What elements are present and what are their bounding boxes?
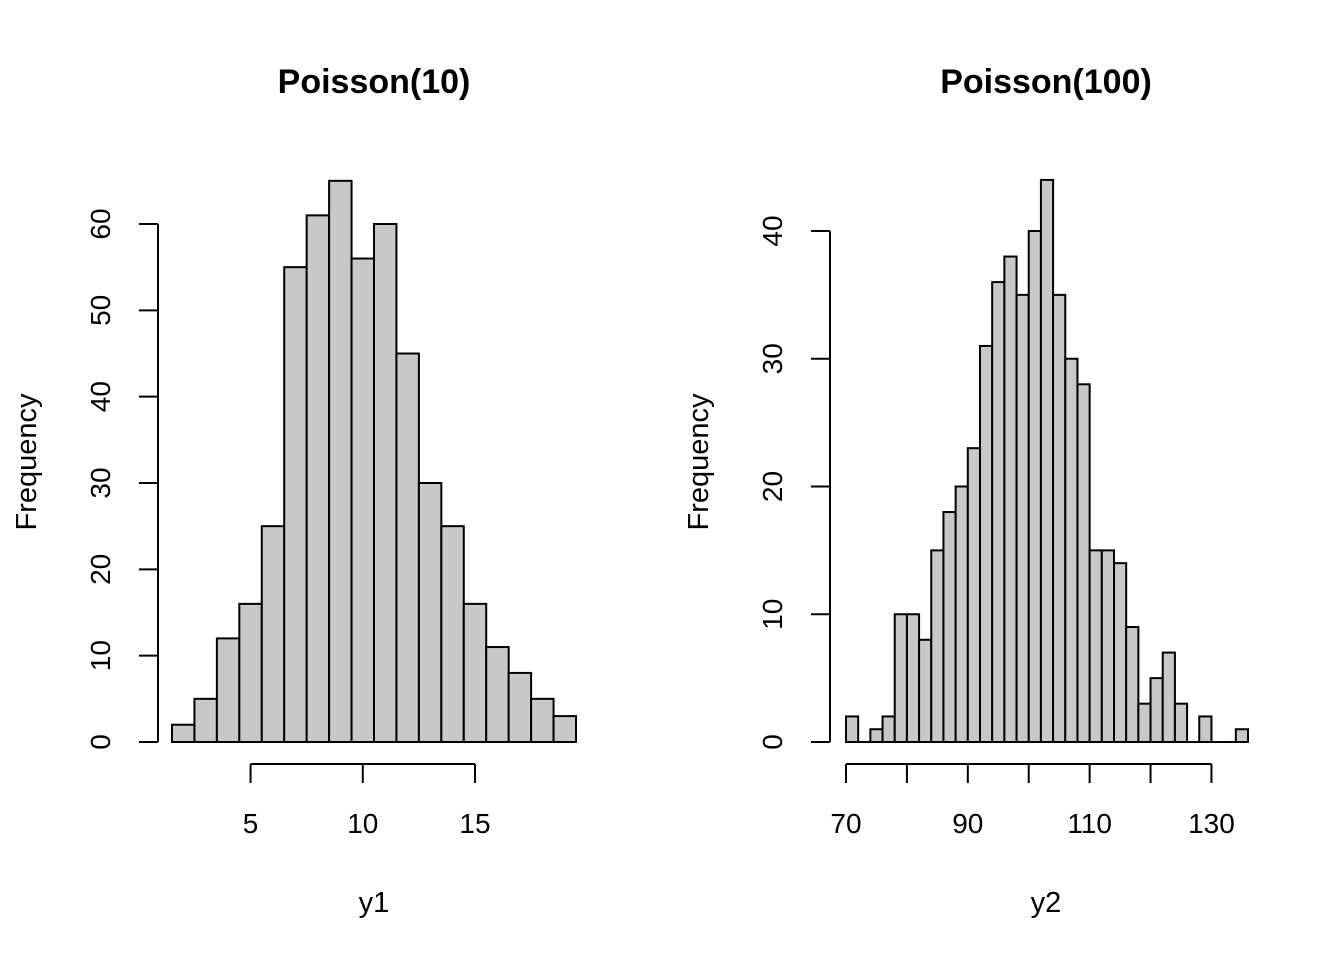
histogram-bar — [1076, 383, 1091, 743]
histogram-bar — [1234, 728, 1250, 743]
histogram-bar — [1088, 549, 1103, 743]
x-axis: 5 10 15 — [243, 763, 491, 839]
histogram-bar — [1113, 562, 1128, 744]
histogram-bar — [193, 697, 218, 743]
histogram-bar — [440, 525, 465, 744]
histogram-bar — [1137, 702, 1152, 743]
histogram-bar — [1027, 230, 1042, 743]
histogram-panel-poisson-10: Poisson(10) y1 Frequency 5 10 15 0 10 20 30 40… — [11, 63, 577, 919]
histogram-bar — [918, 638, 933, 743]
x-tick-label: 15 — [459, 808, 490, 839]
histogram-bar — [1064, 357, 1079, 743]
histogram-bar — [979, 344, 994, 743]
y-tick-label: 10 — [757, 599, 788, 630]
y-tick-label: 0 — [85, 734, 116, 750]
histogram-bar — [881, 715, 896, 744]
histogram-bar — [530, 697, 555, 743]
histogram-bar — [942, 511, 957, 743]
histogram-bar — [845, 715, 860, 744]
histogram-bar — [1003, 255, 1018, 743]
histogram-bar — [1100, 549, 1116, 743]
histogram-bar — [1198, 715, 1213, 744]
y-tick-label: 0 — [757, 734, 788, 750]
histogram-bar — [1125, 626, 1140, 744]
y-axis: 0 10 20 30 40 50 60 — [85, 208, 159, 750]
x-tick-label: 5 — [243, 808, 259, 839]
y-tick-label: 40 — [85, 381, 116, 412]
histogram-bar — [966, 447, 981, 743]
histogram-bar — [869, 728, 884, 743]
histogram-bar — [930, 549, 945, 743]
histogram-panel-poisson-100: Poisson(100) y2 Frequency 70 90 110 130 0 10… — [683, 63, 1250, 919]
y-tick-label: 50 — [85, 295, 116, 326]
y-axis-label: Frequency — [683, 393, 715, 531]
histogram-bar — [954, 485, 969, 743]
histogram-bar — [552, 715, 577, 743]
x-tick-label: 90 — [952, 808, 983, 839]
histogram-bar — [462, 602, 488, 743]
x-tick-label: 70 — [830, 808, 861, 839]
y-tick-label: 20 — [85, 554, 116, 585]
histogram-bar — [991, 281, 1006, 743]
histogram-bar — [328, 179, 353, 744]
y-axis-label: Frequency — [11, 393, 43, 531]
y-tick-label: 60 — [85, 208, 116, 239]
bar-group — [845, 178, 1250, 744]
x-axis: 70 90 110 130 — [830, 763, 1235, 839]
x-axis-label: y1 — [359, 887, 390, 919]
histogram-bar — [350, 257, 375, 743]
histogram-bar — [260, 525, 286, 744]
histogram-bar — [1173, 702, 1189, 743]
y-tick-label: 30 — [85, 467, 116, 498]
histogram-bar — [395, 352, 420, 743]
histogram-bar — [373, 223, 398, 743]
histogram-bar — [1052, 293, 1067, 743]
histogram-bar — [215, 637, 241, 744]
histogram-bar — [283, 266, 308, 743]
histogram-bar — [905, 613, 921, 743]
histogram-bar — [171, 723, 196, 744]
y-tick-label: 10 — [85, 640, 116, 671]
chart-title: Poisson(100) — [940, 63, 1152, 101]
histogram-bar — [1161, 651, 1176, 744]
histogram-bar — [305, 214, 331, 744]
histogram-bar — [893, 613, 908, 743]
histogram-bar — [417, 482, 443, 743]
histogram-bar — [507, 671, 533, 744]
histogram-bar — [1015, 293, 1030, 743]
histogram-bar — [238, 602, 263, 743]
histogram-bar — [485, 646, 510, 743]
chart-title: Poisson(10) — [278, 63, 471, 101]
histogram-bar — [1039, 178, 1055, 743]
bar-group — [171, 179, 577, 744]
y-tick-label: 30 — [757, 343, 788, 374]
y-tick-label: 40 — [757, 215, 788, 246]
y-tick-label: 20 — [757, 471, 788, 502]
y-axis: 0 10 20 30 40 — [757, 215, 831, 750]
x-axis-label: y2 — [1031, 887, 1062, 919]
histogram-bar — [1149, 677, 1164, 743]
x-tick-label: 130 — [1188, 808, 1235, 839]
x-tick-label: 10 — [347, 808, 378, 839]
x-tick-label: 110 — [1067, 808, 1112, 839]
